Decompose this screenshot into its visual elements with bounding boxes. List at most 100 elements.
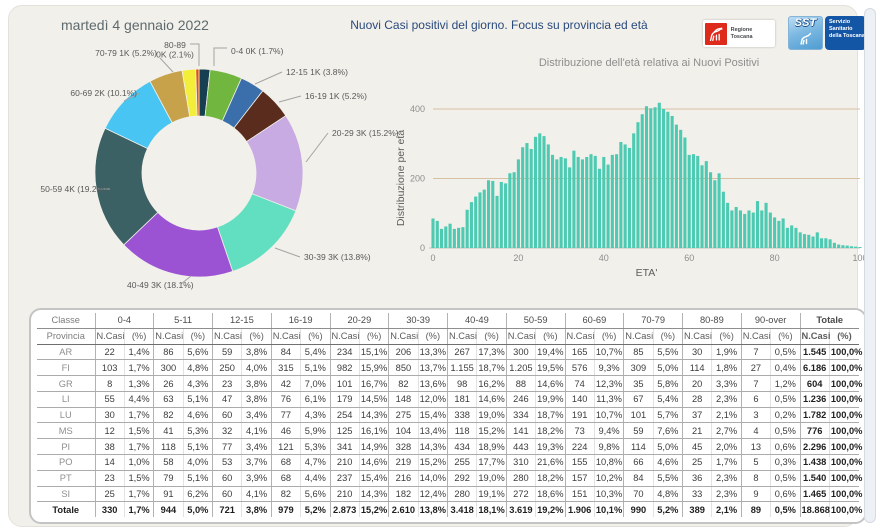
histogram-bar-age-47[interactable] xyxy=(632,133,636,248)
histogram-bar-age-82[interactable] xyxy=(781,218,785,248)
histogram-bar-age-25[interactable] xyxy=(538,133,542,248)
histogram-bar-age-71[interactable] xyxy=(734,206,738,248)
histogram-bar-age-8[interactable] xyxy=(465,209,469,248)
histogram-bar-age-80[interactable] xyxy=(773,217,777,248)
histogram-bar-age-62[interactable] xyxy=(696,155,700,248)
histogram-bar-age-98[interactable] xyxy=(849,246,854,248)
histogram-bar-age-79[interactable] xyxy=(768,212,772,248)
histogram-bar-age-13[interactable] xyxy=(486,180,491,248)
histogram-bar-age-55[interactable] xyxy=(666,111,670,248)
histogram-bar-age-21[interactable] xyxy=(521,147,525,248)
histogram-bar-age-72[interactable] xyxy=(738,210,742,248)
histogram-bar-age-2[interactable] xyxy=(439,228,444,248)
histogram-bar-age-61[interactable] xyxy=(691,154,696,248)
histogram-bar-age-16[interactable] xyxy=(499,181,503,248)
histogram-bar-age-92[interactable] xyxy=(824,238,828,248)
histogram-bar-age-33[interactable] xyxy=(572,150,576,248)
histogram-bar-age-32[interactable] xyxy=(568,167,572,248)
histogram-bar-age-59[interactable] xyxy=(683,137,687,248)
histogram-bar-age-58[interactable] xyxy=(679,129,683,248)
histogram-bar-age-73[interactable] xyxy=(743,213,747,248)
histogram-bar-age-54[interactable] xyxy=(662,109,666,248)
histogram-bar-age-27[interactable] xyxy=(546,144,550,248)
histogram-bar-age-56[interactable] xyxy=(670,115,674,248)
histogram-bar-age-5[interactable] xyxy=(452,228,456,248)
histogram-bar-age-64[interactable] xyxy=(704,161,708,248)
histogram-bar-age-67[interactable] xyxy=(717,173,721,248)
histogram-bar-age-26[interactable] xyxy=(542,136,546,248)
histogram-bar-age-40[interactable] xyxy=(602,156,606,248)
histogram-bar-age-23[interactable] xyxy=(529,148,533,248)
histogram-bar-age-68[interactable] xyxy=(721,191,725,248)
histogram-bar-age-34[interactable] xyxy=(576,156,580,248)
histogram-bar-age-24[interactable] xyxy=(533,136,538,248)
donut-slice-90-over[interactable] xyxy=(195,68,200,117)
histogram-bar-age-3[interactable] xyxy=(444,226,448,248)
histogram-bar-age-4[interactable] xyxy=(448,223,452,248)
histogram-bar-age-93[interactable] xyxy=(828,239,832,248)
histogram-bar-age-76[interactable] xyxy=(755,201,760,248)
histogram-bar-age-95[interactable] xyxy=(837,244,841,248)
histogram-bar-age-7[interactable] xyxy=(461,227,465,248)
histogram-bar-age-91[interactable] xyxy=(820,238,824,248)
histogram-bar-age-36[interactable] xyxy=(585,156,589,248)
histogram-bar-age-86[interactable] xyxy=(798,232,802,248)
histogram-bar-age-90[interactable] xyxy=(815,232,819,248)
histogram-bar-age-18[interactable] xyxy=(508,173,512,248)
histogram-bar-age-29[interactable] xyxy=(555,159,559,248)
histogram-bar-age-10[interactable] xyxy=(474,196,478,248)
histogram-bar-age-70[interactable] xyxy=(730,210,734,248)
histogram-bar-age-63[interactable] xyxy=(700,165,704,248)
histogram-bar-age-1[interactable] xyxy=(435,220,439,248)
histogram-bar-age-81[interactable] xyxy=(777,220,781,248)
histogram-bar-age-83[interactable] xyxy=(785,227,789,248)
histogram-bar-age-31[interactable] xyxy=(563,158,567,248)
histogram-bar-age-60[interactable] xyxy=(687,154,691,248)
histogram-bar-age-39[interactable] xyxy=(597,168,602,248)
histogram-bar-age-51[interactable] xyxy=(649,108,653,249)
histogram-bar-age-44[interactable] xyxy=(619,142,623,248)
histogram-bar-age-38[interactable] xyxy=(593,155,597,248)
vertical-scrollbar[interactable] xyxy=(864,8,876,523)
histogram-bar-age-6[interactable] xyxy=(457,227,461,248)
histogram-bar-age-15[interactable] xyxy=(495,195,499,248)
histogram-bar-age-88[interactable] xyxy=(807,234,811,248)
histogram-bar-age-42[interactable] xyxy=(610,154,614,248)
histogram-bar-age-17[interactable] xyxy=(504,183,508,248)
histogram-bar-age-45[interactable] xyxy=(623,144,627,248)
histogram-bar-age-14[interactable] xyxy=(491,180,495,248)
histogram-bar-age-28[interactable] xyxy=(551,154,555,248)
histogram-bar-age-78[interactable] xyxy=(764,202,768,248)
histogram-bar-age-66[interactable] xyxy=(713,180,717,248)
histogram-bar-age-77[interactable] xyxy=(760,210,764,248)
histogram-bar-age-57[interactable] xyxy=(674,124,678,248)
histogram-bar-age-87[interactable] xyxy=(802,234,807,248)
histogram-bar-age-20[interactable] xyxy=(516,159,520,248)
histogram-bar-age-52[interactable] xyxy=(653,107,657,248)
histogram-bar-age-97[interactable] xyxy=(845,245,849,248)
histogram-bar-age-53[interactable] xyxy=(657,102,661,249)
histogram-bar-age-37[interactable] xyxy=(589,154,593,248)
histogram-bar-age-96[interactable] xyxy=(841,245,845,248)
histogram-bar-age-85[interactable] xyxy=(794,227,798,248)
histogram-bar-age-65[interactable] xyxy=(709,172,713,248)
histogram-bar-age-30[interactable] xyxy=(559,156,563,248)
histogram-bar-age-69[interactable] xyxy=(726,202,730,248)
histogram-bar-age-48[interactable] xyxy=(636,122,640,248)
histogram-bar-age-11[interactable] xyxy=(478,192,482,248)
histogram-bar-age-99[interactable] xyxy=(854,246,858,248)
histogram-bar-age-9[interactable] xyxy=(469,202,473,248)
histogram-bar-age-100[interactable] xyxy=(858,246,862,248)
histogram-bar-age-43[interactable] xyxy=(615,154,619,248)
histogram-bar-age-84[interactable] xyxy=(790,225,794,248)
histogram-bar-age-75[interactable] xyxy=(751,212,755,248)
histogram-bar-age-94[interactable] xyxy=(832,242,836,248)
histogram-bar-age-46[interactable] xyxy=(627,147,631,248)
histogram-bar-age-50[interactable] xyxy=(644,106,649,248)
histogram-bar-age-0[interactable] xyxy=(431,218,435,248)
histogram-bar-age-74[interactable] xyxy=(747,210,751,248)
histogram-bar-age-41[interactable] xyxy=(606,164,610,248)
histogram-bar-age-22[interactable] xyxy=(525,143,529,248)
histogram-bar-age-12[interactable] xyxy=(482,189,486,248)
histogram-bar-age-49[interactable] xyxy=(640,114,644,249)
